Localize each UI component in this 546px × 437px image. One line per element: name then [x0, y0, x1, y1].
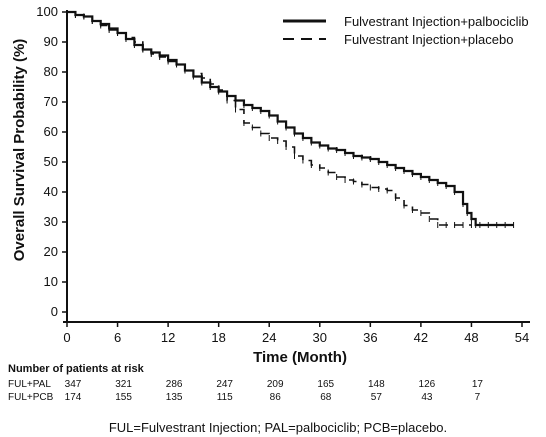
y-axis-title: Overall Survival Probability (%): [11, 39, 28, 262]
risk-value-ful-pal-12: 286: [166, 379, 183, 390]
risk-value-ful-pal-30: 165: [317, 379, 334, 390]
y-tick-label-20: 20: [44, 244, 58, 259]
axes-layer: [63, 10, 530, 323]
risk-value-ful-pcb-6: 155: [115, 392, 132, 403]
risk-value-ful-pcb-12: 135: [166, 392, 183, 403]
x-tick-label-12: 12: [161, 330, 175, 345]
risk-value-ful-pcb-36: 57: [371, 392, 383, 403]
risk-value-ful-pal-6: 321: [115, 379, 132, 390]
risk-value-ful-pal-0: 347: [65, 379, 82, 390]
risk-value-ful-pal-48: 17: [472, 379, 484, 390]
x-tick-label-48: 48: [464, 330, 478, 345]
risk-value-ful-pcb-0: 174: [65, 392, 82, 403]
risk-value-ful-pcb-30: 68: [320, 392, 332, 403]
risk-value-ful-pcb-18: 115: [217, 392, 233, 403]
risk-value-ful-pal-42: 126: [419, 379, 436, 390]
y-tick-label-60: 60: [44, 124, 58, 139]
risk-table-title: Number of patients at risk: [8, 363, 145, 375]
y-tick-label-50: 50: [44, 154, 58, 169]
risk-row-label-ful-pcb: FUL+PCB: [8, 392, 54, 403]
x-tick-label-24: 24: [262, 330, 276, 345]
legend-label-placebo: Fulvestrant Injection+placebo: [344, 32, 513, 47]
risk-value-ful-pal-24: 209: [267, 379, 284, 390]
x-tick-label-18: 18: [211, 330, 225, 345]
legend: Fulvestrant Injection+palbociclib Fulves…: [283, 14, 529, 47]
x-tick-label-42: 42: [414, 330, 428, 345]
x-tick-label-6: 6: [114, 330, 121, 345]
risk-value-ful-pal-18: 247: [216, 379, 233, 390]
y-tick-label-70: 70: [44, 94, 58, 109]
risk-value-ful-pcb-24: 86: [270, 392, 282, 403]
ticks-layer: 0 10 20 30 40 50 60 70 80 90 100 0 6 12 18 24 30 36 42 48 54: [36, 4, 529, 345]
y-tick-label-100: 100: [36, 4, 58, 19]
risk-row-label-ful-pal: FUL+PAL: [8, 379, 51, 390]
y-tick-label-40: 40: [44, 184, 58, 199]
y-tick-label-0: 0: [51, 304, 58, 319]
x-tick-label-30: 30: [313, 330, 327, 345]
risk-value-ful-pcb-48: 7: [475, 392, 481, 403]
x-tick-label-0: 0: [63, 330, 70, 345]
risk-value-ful-pcb-42: 43: [421, 392, 433, 403]
censor-marks-layer: [74, 12, 515, 228]
risk-value-ful-pal-36: 148: [368, 379, 385, 390]
y-tick-label-80: 80: [44, 64, 58, 79]
footnote: FUL=Fulvestrant Injection; PAL=palbocicl…: [109, 420, 447, 435]
x-tick-label-36: 36: [363, 330, 377, 345]
risk-values-layer: 347 174 321 155 286 135 247 115 209 86 165 68 148 57 1…: [65, 379, 484, 403]
x-tick-label-54: 54: [515, 330, 529, 345]
y-tick-label-30: 30: [44, 214, 58, 229]
y-tick-label-10: 10: [44, 274, 58, 289]
x-axis-title: Time (Month): [253, 349, 347, 366]
y-tick-label-90: 90: [44, 34, 58, 49]
legend-label-palbociclib: Fulvestrant Injection+palbociclib: [344, 14, 529, 29]
